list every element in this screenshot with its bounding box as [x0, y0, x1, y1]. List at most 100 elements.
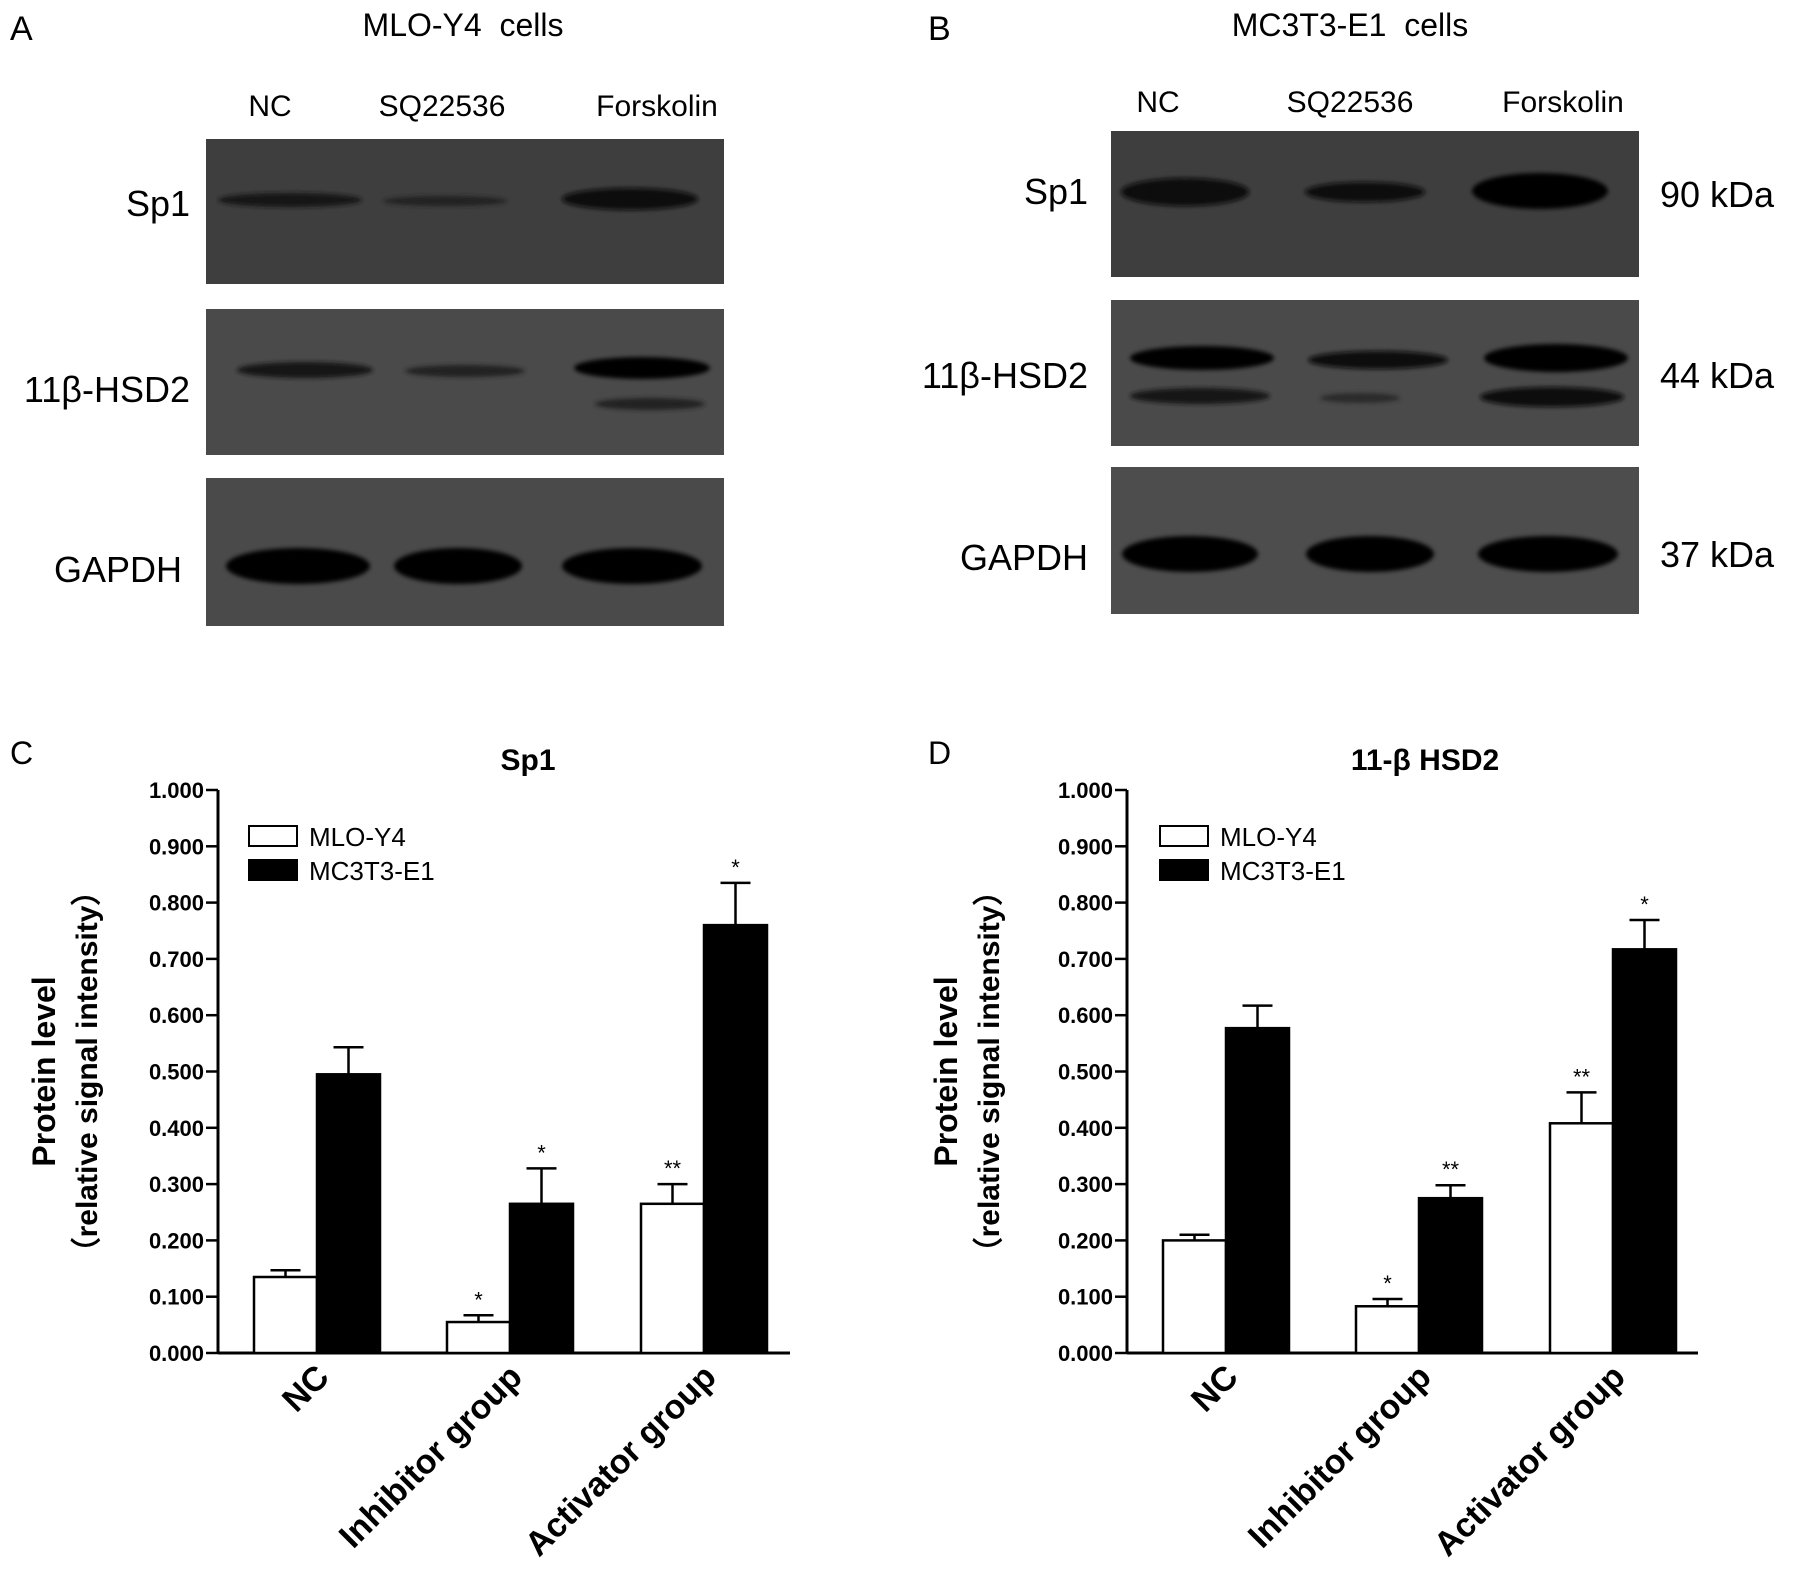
- panel-c-letter: C: [10, 735, 33, 771]
- chart-title: Sp1: [500, 744, 555, 777]
- y-tick-label: 0.600: [1058, 1003, 1113, 1028]
- significance-mark: *: [731, 855, 740, 880]
- band: [562, 548, 702, 584]
- significance-mark: *: [537, 1140, 546, 1165]
- x-category-label: Inhibitor group: [1241, 1358, 1439, 1556]
- y-tick-label: 0.000: [1058, 1341, 1113, 1366]
- band: [595, 398, 705, 410]
- band: [383, 196, 507, 206]
- panel-a-blot-sp1: [206, 139, 724, 284]
- chart-11b-hsd2: 11-β HSD2 0.000 0.100 0.200 0.300 0.400 0.500 0…: [928, 744, 1698, 1564]
- y-axis-label-sub: （relative signal intensity）: [972, 876, 1006, 1268]
- band: [1472, 173, 1608, 209]
- x-category-label: Activator group: [1427, 1358, 1633, 1564]
- bar-mlo-y4: [1548, 1122, 1615, 1355]
- y-tick-label: 1.000: [1058, 778, 1113, 803]
- legend-label: MC3T3-E1: [1220, 856, 1346, 886]
- significance-mark: **: [664, 1156, 682, 1181]
- y-tick-label: 0.100: [1058, 1285, 1113, 1310]
- panel-a-row-label: 11β-HSD2: [24, 369, 190, 410]
- band: [226, 548, 370, 584]
- chart-title: 11-β HSD2: [1351, 744, 1499, 777]
- y-tick-label: 0.400: [1058, 1116, 1113, 1141]
- y-tick-label: 0.900: [1058, 834, 1113, 859]
- panel-b-size-label: 37 kDa: [1660, 534, 1775, 575]
- bar-mlo-y4: [1161, 1239, 1228, 1355]
- y-tick-label: 0.300: [1058, 1172, 1113, 1197]
- bar-mlo-y4: [445, 1320, 512, 1355]
- y-tick-label: 0.000: [149, 1341, 204, 1366]
- panel-a-western-blot: A MLO-Y4 cells NC SQ22536 Forskolin Sp1 …: [10, 7, 724, 626]
- legend-label: MLO-Y4: [1220, 822, 1317, 852]
- legend-swatch: [1159, 859, 1209, 881]
- significance-mark: *: [1640, 892, 1649, 917]
- panel-a-row-label: Sp1: [126, 183, 190, 224]
- panel-b-row-label: Sp1: [1024, 171, 1088, 212]
- significance-mark: **: [1573, 1064, 1591, 1089]
- bar-mc3t3-e1: [702, 923, 769, 1355]
- panel-b-letter: B: [928, 10, 951, 48]
- bar-mc3t3-e1: [315, 1073, 382, 1355]
- y-tick-label: 0.700: [1058, 947, 1113, 972]
- panel-b-size-label: 44 kDa: [1660, 355, 1775, 396]
- band: [1308, 351, 1448, 369]
- chart-sp1: Sp1 0.000 0.100 0.200 0.300 0.400 0.500 0.600 0.…: [26, 744, 790, 1564]
- y-axis-label-sub: （relative signal intensity）: [70, 876, 104, 1268]
- band: [1122, 536, 1258, 572]
- x-category-label: NC: [1184, 1358, 1246, 1420]
- bar-mc3t3-e1: [508, 1202, 575, 1355]
- y-tick-label: 0.800: [149, 891, 204, 916]
- band: [394, 548, 522, 584]
- panel-a-lane-label: SQ22536: [379, 90, 506, 123]
- band: [1484, 344, 1628, 372]
- band: [1130, 388, 1270, 404]
- y-tick-label: 0.700: [149, 947, 204, 972]
- y-tick-label: 0.100: [149, 1285, 204, 1310]
- panel-b-lane-label: Forskolin: [1502, 86, 1624, 119]
- legend-swatch: [1159, 825, 1209, 847]
- panel-b-size-label: 90 kDa: [1660, 174, 1775, 215]
- band: [1480, 387, 1624, 407]
- band: [562, 188, 698, 210]
- bar-mlo-y4: [639, 1202, 706, 1355]
- band: [237, 362, 373, 378]
- band: [1320, 393, 1400, 403]
- y-tick-label: 0.200: [1058, 1228, 1113, 1253]
- x-category-label: Inhibitor group: [332, 1358, 530, 1556]
- panel-b-blot-hsd2: [1111, 300, 1639, 446]
- legend-swatch: [248, 859, 298, 881]
- legend-swatch: [248, 825, 298, 847]
- panel-a-letter: A: [10, 10, 33, 48]
- band: [1478, 536, 1618, 572]
- y-tick-label: 0.800: [1058, 891, 1113, 916]
- band: [1121, 178, 1249, 206]
- panel-b-title: MC3T3-E1 cells: [1232, 7, 1469, 43]
- y-tick-label: 0.400: [149, 1116, 204, 1141]
- bar-mc3t3-e1: [1611, 948, 1678, 1355]
- y-axis-label: Protein level: [26, 976, 62, 1166]
- panel-a-lane-label: Forskolin: [596, 90, 718, 123]
- bar-mlo-y4: [1354, 1305, 1421, 1355]
- bar-mc3t3-e1: [1224, 1026, 1291, 1355]
- significance-mark: **: [1442, 1157, 1460, 1182]
- panel-b-row-label: GAPDH: [960, 537, 1088, 578]
- y-tick-label: 0.300: [149, 1172, 204, 1197]
- y-tick-label: 0.600: [149, 1003, 204, 1028]
- y-tick-label: 0.200: [149, 1228, 204, 1253]
- panel-d-letter: D: [928, 735, 951, 771]
- panel-b-western-blot: B MC3T3-E1 cells NC SQ22536 Forskolin Sp…: [922, 7, 1775, 614]
- band: [574, 357, 710, 379]
- bar-mlo-y4: [252, 1275, 319, 1355]
- band: [1130, 346, 1274, 370]
- panel-a-blot-hsd2: [206, 309, 724, 455]
- y-tick-label: 1.000: [149, 778, 204, 803]
- band: [218, 193, 362, 207]
- legend-label: MLO-Y4: [309, 822, 406, 852]
- x-category-label: NC: [275, 1358, 337, 1420]
- y-axis-label: Protein level: [928, 976, 964, 1166]
- y-tick-label: 0.500: [1058, 1060, 1113, 1085]
- panel-a-title: MLO-Y4 cells: [363, 7, 564, 43]
- legend-label: MC3T3-E1: [309, 856, 435, 886]
- panel-a-lane-label: NC: [248, 90, 291, 123]
- bar-mc3t3-e1: [1417, 1196, 1484, 1355]
